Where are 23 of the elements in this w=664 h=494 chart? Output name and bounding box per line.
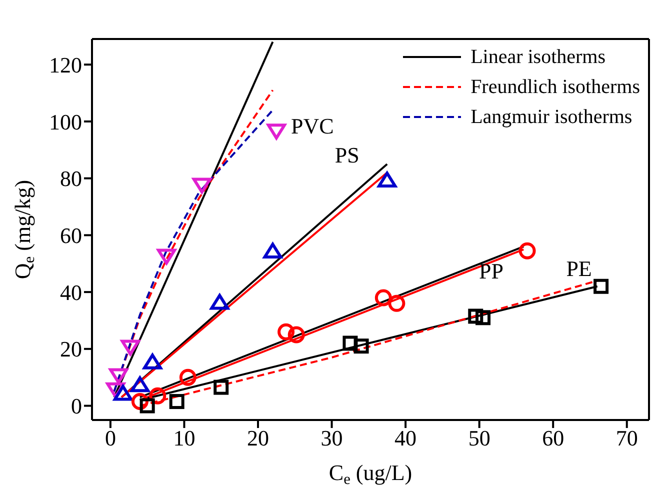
legend-label: Langmuir isotherms <box>470 106 632 128</box>
x-tick-label: 40 <box>394 426 417 451</box>
y-tick-label: 100 <box>49 109 82 134</box>
y-tick-label: 120 <box>49 52 82 78</box>
x-axis-title: C$_{e}$ (ug/L) <box>328 460 412 488</box>
y-tick-label: 40 <box>60 280 82 305</box>
series-label: PP <box>479 258 504 284</box>
x-tick-label: 30 <box>320 426 343 451</box>
y-tick-label: 80 <box>60 166 82 192</box>
series-label: PE <box>566 256 592 281</box>
x-tick-label: 10 <box>173 426 196 451</box>
x-tick-label: 60 <box>542 426 564 451</box>
x-tick-label: 0 <box>104 426 116 451</box>
series-label: PVC <box>291 113 334 138</box>
legend-label: Freundlich isotherms <box>470 76 640 98</box>
y-tick-label: 0 <box>71 394 82 419</box>
series-label: PS <box>334 142 360 168</box>
y-tick-label: 60 <box>60 222 82 248</box>
y-tick-label: 20 <box>60 336 82 362</box>
x-tick-label: 20 <box>246 426 269 451</box>
x-tick-label: 50 <box>468 426 490 451</box>
x-tick-label: 70 <box>616 426 638 451</box>
legend-label: Linear isotherms <box>470 46 606 68</box>
